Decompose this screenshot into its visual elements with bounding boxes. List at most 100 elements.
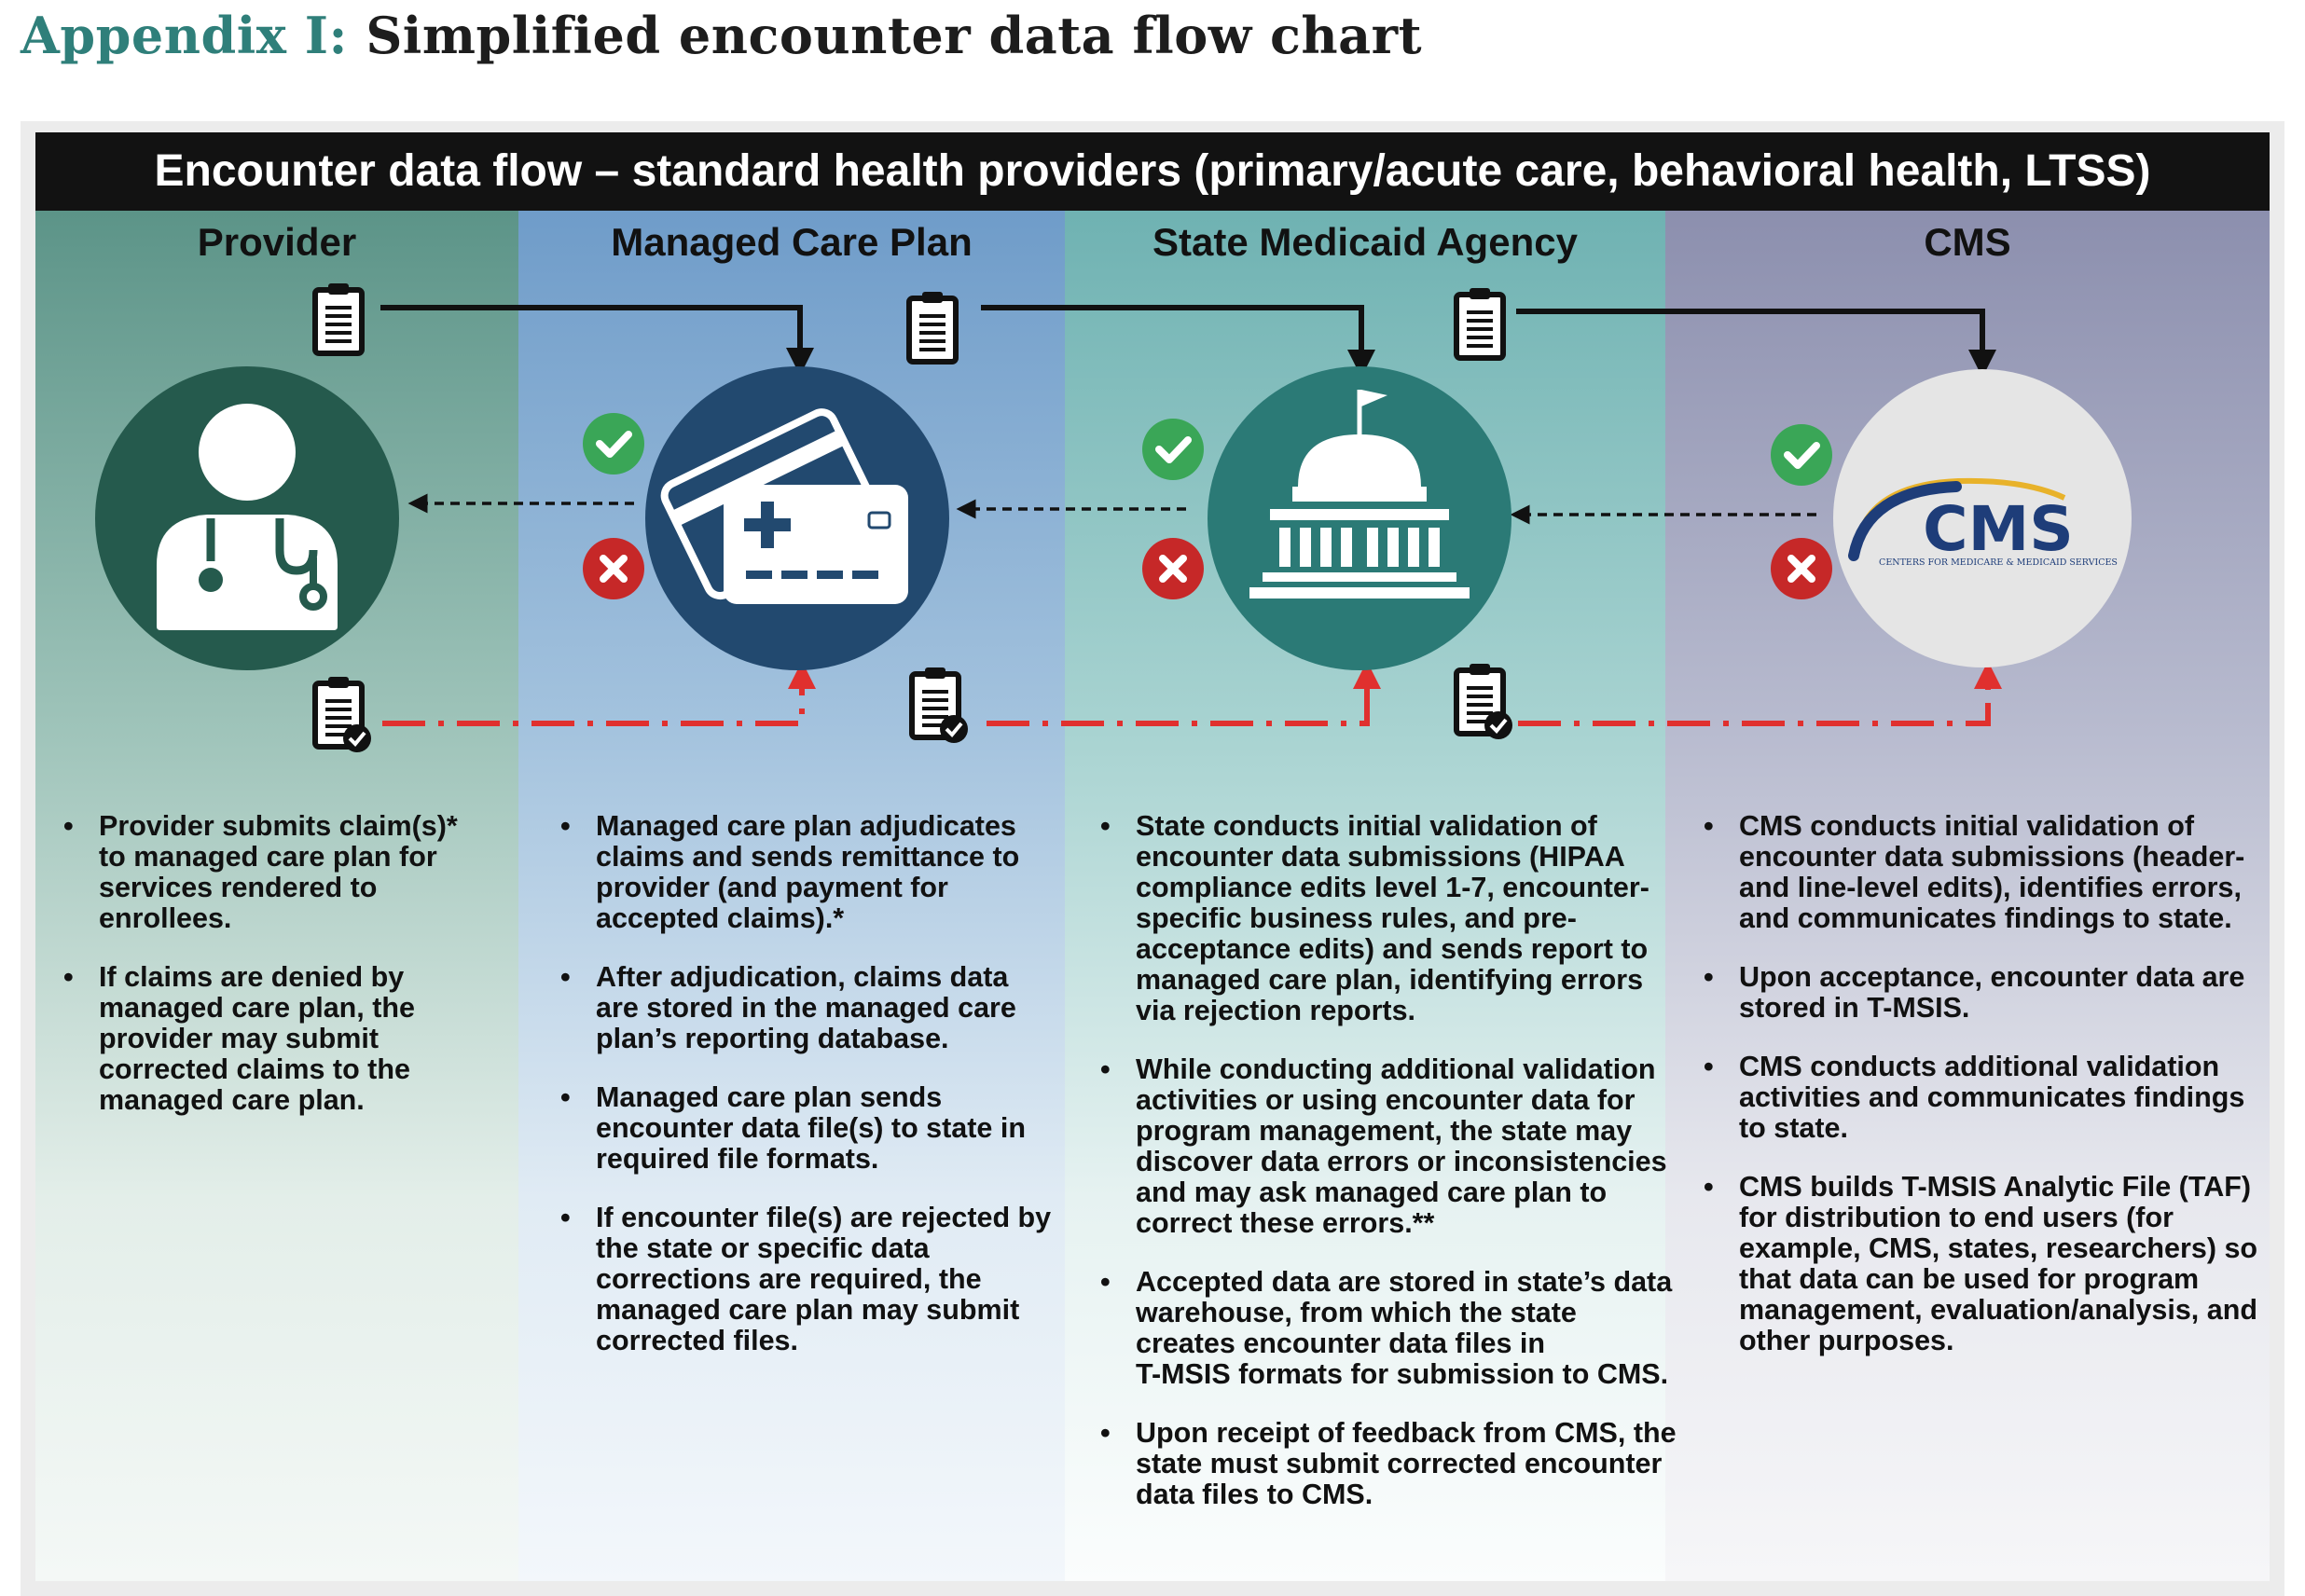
bullet-line: discover data errors or inconsistencies [1136, 1146, 1667, 1177]
bullet-line: encounter data submissions (HIPAA [1136, 841, 1625, 873]
bullet-line: accepted claims).* [596, 902, 845, 934]
bullet-line: and may ask managed care plan to [1136, 1176, 1608, 1208]
bullet-line: acceptance edits) and sends report to [1136, 933, 1649, 965]
bullet-line: Accepted data are stored in state’s data [1136, 1266, 1673, 1298]
bullet-line: required file formats. [596, 1143, 879, 1175]
rejected-x-icon [583, 538, 644, 599]
bullet-item: State conducts initial validation ofenco… [1100, 811, 1677, 1026]
bullet-line: managed care plan. [99, 1084, 365, 1116]
bullet-item: CMS builds T-MSIS Analytic File (TAF)for… [1704, 1172, 2257, 1356]
bullet-list-provider: Provider submits claim(s)*to managed car… [63, 811, 458, 1144]
cms-logo-wordmark: CMS [1923, 493, 2074, 565]
submission-arrow-mcp-to-state [981, 305, 1375, 378]
submission-arrow-provider-to-mcp [380, 305, 814, 376]
bullet-line: activities or using encounter data for [1136, 1084, 1636, 1116]
bullet-line: corrected files. [596, 1325, 798, 1356]
bullet-line: services rendered to [99, 872, 378, 903]
bullet-item: If encounter file(s) are rejected bythe … [560, 1203, 1051, 1356]
page-title-lead: Appendix I: [21, 6, 348, 65]
clipboard-icon [1456, 288, 1503, 358]
bullet-line: correct these errors.** [1136, 1207, 1435, 1239]
bullet-line: managed care plan, identifying errors [1136, 964, 1644, 996]
bullet-item: Accepted data are stored in state’s data… [1100, 1267, 1677, 1390]
bullet-line: are stored in the managed care [596, 992, 1016, 1024]
bullet-line: Provider submits claim(s)* [99, 810, 458, 842]
accepted-check-icon [583, 413, 644, 475]
bullet-line: CMS conducts initial validation of [1739, 810, 2195, 842]
bullet-item: Upon receipt of feedback from CMS, thest… [1100, 1418, 1677, 1510]
bullet-item: CMS conducts additional validationactivi… [1704, 1052, 2257, 1144]
bullet-line: that data can be used for program [1739, 1263, 2200, 1295]
bullet-line: to managed care plan for [99, 841, 437, 873]
column-heading-cms: CMS [1924, 220, 2011, 264]
bullet-line: Upon receipt of feedback from CMS, the [1136, 1417, 1677, 1449]
cms-logo-subtitle: CENTERS FOR MEDICARE & MEDICAID SERVICES [1879, 557, 2118, 568]
doctor-icon [95, 366, 399, 670]
submission-arrow-state-to-cms [1516, 309, 1996, 378]
page-title: Appendix I: Simplified encounter data fl… [21, 6, 1422, 65]
column-heading-state-medicaid-agency: State Medicaid Agency [1152, 220, 1578, 264]
clipboard-check-icon [315, 677, 371, 752]
rejected-x-icon [1142, 538, 1204, 599]
bullet-line: CMS builds T-MSIS Analytic File (TAF) [1739, 1171, 2252, 1203]
bullet-line: example, CMS, states, researchers) so [1739, 1232, 2258, 1264]
bullet-item: Upon acceptance, encounter data arestore… [1704, 962, 2257, 1024]
column-heading-provider: Provider [197, 220, 357, 264]
bullet-line: specific business rules, and pre- [1136, 902, 1577, 934]
bullet-list-state-medicaid-agency: State conducts initial validation ofenco… [1100, 811, 1677, 1538]
bullet-line: provider may submit [99, 1023, 379, 1054]
bullet-line: creates encounter data files in [1136, 1328, 1546, 1359]
correction-arrow-provider-to-mcp [382, 661, 816, 726]
rejected-x-icon [1771, 538, 1832, 599]
bullet-line: to state. [1739, 1112, 1848, 1144]
bullet-line: After adjudication, claims data [596, 961, 1009, 993]
cms-logo: CMS CENTERS FOR MEDICARE & MEDICAID SERV… [1833, 369, 2132, 667]
bullet-list-cms: CMS conducts initial validation ofencoun… [1704, 811, 2257, 1384]
bullet-line: encounter data file(s) to state in [596, 1112, 1026, 1144]
bullet-line: Managed care plan sends [596, 1081, 943, 1113]
bullet-line: provider (and payment for [596, 872, 948, 903]
clipboard-check-icon [912, 667, 968, 743]
bullet-line: plan’s reporting database. [596, 1023, 949, 1054]
bullet-item: Provider submits claim(s)*to managed car… [63, 811, 458, 934]
clipboard-check-icon [1456, 664, 1512, 739]
bullet-line: managed care plan may submit [596, 1294, 1020, 1326]
bullet-line: and line-level edits), identifies errors… [1739, 872, 2242, 903]
bullet-line: If claims are denied by [99, 961, 405, 993]
bullet-item: While conducting additional validationac… [1100, 1054, 1677, 1239]
bullet-line: program management, the state may [1136, 1115, 1633, 1147]
accepted-check-icon [1142, 419, 1204, 480]
capitol-building-icon [1208, 366, 1511, 670]
bullet-line: via rejection reports. [1136, 995, 1416, 1026]
bullet-line: compliance edits level 1-7, encounter- [1136, 872, 1649, 903]
bullet-line: T-MSIS formats for submission to CMS. [1136, 1358, 1669, 1390]
bullet-line: the state or specific data [596, 1232, 930, 1264]
bullet-line: corrected claims to the [99, 1053, 410, 1085]
bullet-line: enrollees. [99, 902, 232, 934]
bullet-line: and communicates findings to state. [1739, 902, 2232, 934]
insurance-card-icon [645, 366, 949, 670]
column-heading-managed-care-plan: Managed Care Plan [611, 220, 973, 264]
page-title-text: Simplified encounter data flow chart [366, 6, 1423, 65]
correction-arrow-state-to-cms [1518, 661, 2002, 726]
bullet-line: If encounter file(s) are rejected by [596, 1202, 1052, 1233]
bullet-line: encounter data submissions (header- [1739, 841, 2245, 873]
bullet-line: While conducting additional validation [1136, 1053, 1656, 1085]
bullet-line: management, evaluation/analysis, and [1739, 1294, 2257, 1326]
bullet-line: stored in T-MSIS. [1739, 992, 1970, 1024]
bullet-line: data files to CMS. [1136, 1479, 1373, 1510]
clipboard-icon [315, 283, 362, 353]
bullet-line: corrections are required, the [596, 1263, 982, 1295]
bullet-line: claims and sends remittance to [596, 841, 1020, 873]
bullet-line: activities and communicates findings [1739, 1081, 2245, 1113]
bullet-line: Managed care plan adjudicates [596, 810, 1016, 842]
diagram-banner: Encounter data flow – standard health pr… [35, 132, 2270, 211]
bullet-line: managed care plan, the [99, 992, 415, 1024]
bullet-line: Upon acceptance, encounter data are [1739, 961, 2245, 993]
